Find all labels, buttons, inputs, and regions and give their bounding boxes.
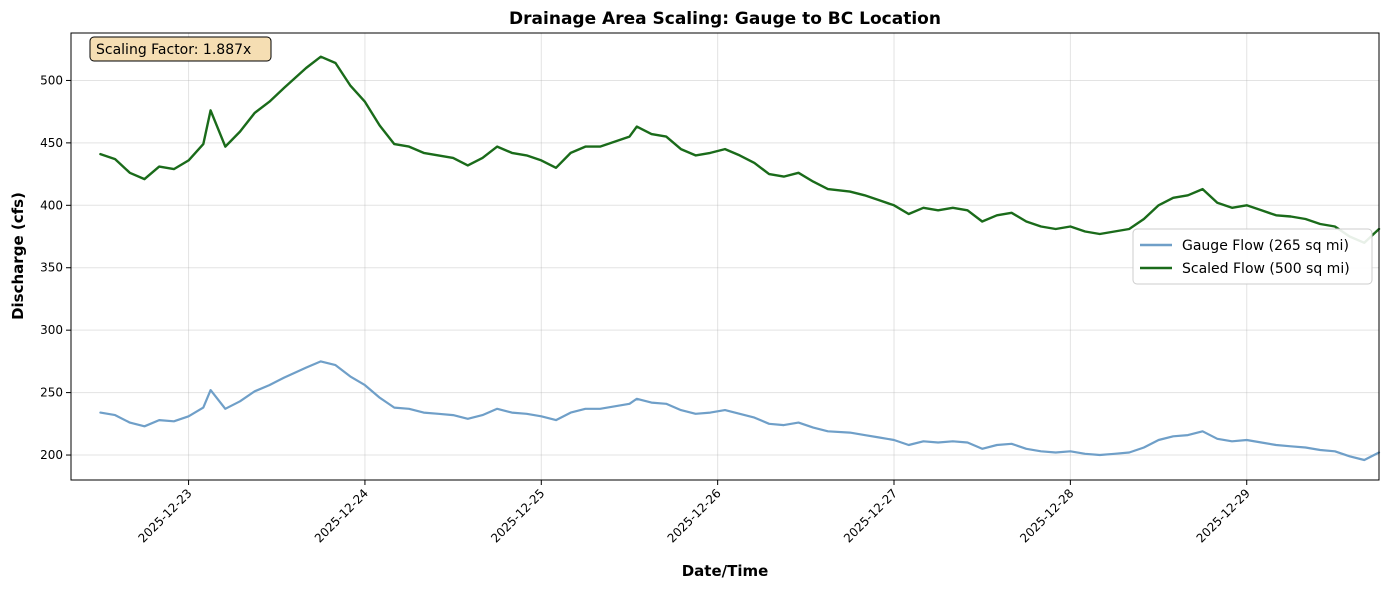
y-axis-label: Discharge (cfs) — [9, 192, 27, 320]
legend: Gauge Flow (265 sq mi) Scaled Flow (500 … — [1132, 228, 1373, 285]
y-tick-label: 450 — [40, 136, 63, 150]
chart-title: Drainage Area Scaling: Gauge to BC Locat… — [509, 9, 941, 29]
y-tick-label: 250 — [40, 386, 63, 400]
annotation-box — [89, 36, 272, 62]
y-tick-label: 350 — [40, 261, 63, 275]
legend-box — [1132, 228, 1373, 285]
scaled-flow-line — [99, 55, 1381, 244]
legend-label-gauge: Gauge Flow (265 sq mi) — [1182, 238, 1349, 254]
y-tick-label: 200 — [40, 448, 63, 462]
plot-frame — [70, 32, 1380, 481]
y-tick-label: 400 — [40, 198, 63, 212]
gauge-flow-line — [99, 360, 1381, 462]
y-tick-label: 300 — [40, 323, 63, 337]
scaling-factor-annotation: Scaling Factor: 1.887x — [89, 36, 272, 62]
series-layer — [99, 55, 1381, 462]
x-axis-label: Date/Time — [682, 562, 769, 580]
legend-label-scaled: Scaled Flow (500 sq mi) — [1182, 261, 1350, 277]
y-axis: 200 250 300 350 400 450 500 — [40, 73, 71, 462]
annotation-text: Scaling Factor: 1.887x — [96, 42, 251, 58]
y-tick-label: 500 — [40, 73, 63, 87]
